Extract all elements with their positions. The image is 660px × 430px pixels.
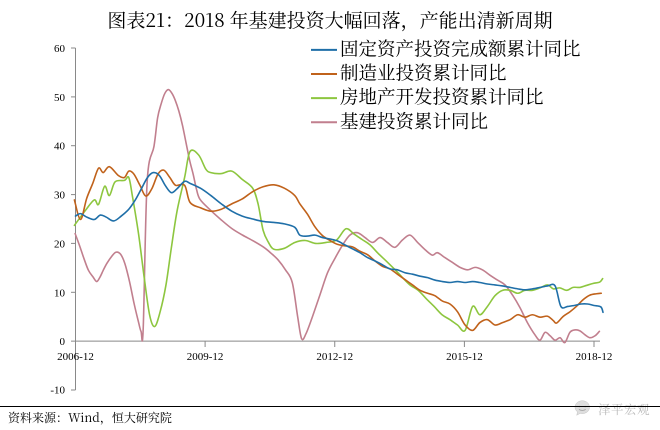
svg-text:固定资产投资完成额累计同比: 固定资产投资完成额累计同比	[340, 36, 581, 62]
svg-text:2018-12: 2018-12	[576, 351, 613, 363]
svg-text:2006-12: 2006-12	[57, 351, 94, 363]
svg-text:40: 40	[54, 141, 66, 153]
svg-text:30: 30	[54, 190, 66, 202]
svg-text:2009-12: 2009-12	[187, 351, 224, 363]
svg-text:2012-12: 2012-12	[316, 351, 353, 363]
svg-text:60: 60	[54, 43, 66, 55]
svg-text:-10: -10	[50, 385, 65, 397]
svg-text:房地产开发投资累计同比: 房地产开发投资累计同比	[340, 84, 544, 110]
svg-text:0: 0	[60, 336, 66, 348]
svg-text:基建投资累计同比: 基建投资累计同比	[340, 108, 488, 134]
svg-text:50: 50	[54, 92, 66, 104]
svg-text:2015-12: 2015-12	[446, 351, 483, 363]
svg-text:10: 10	[54, 287, 66, 299]
svg-text:20: 20	[54, 238, 66, 250]
svg-text:制造业投资累计同比: 制造业投资累计同比	[340, 60, 507, 86]
